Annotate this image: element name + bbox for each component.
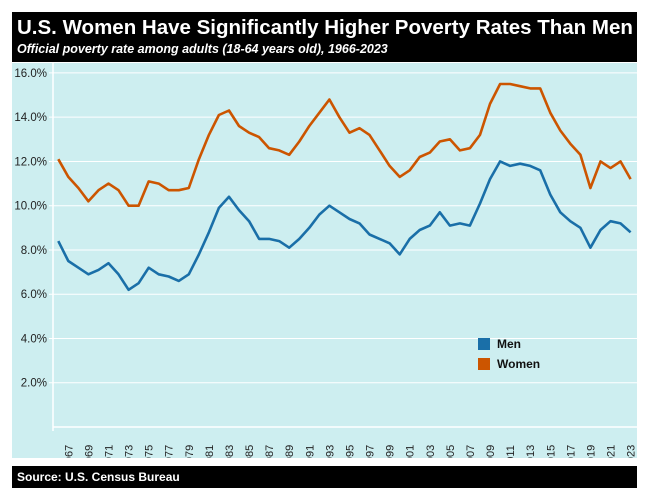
x-tick-label: 2021 xyxy=(606,445,618,458)
legend-label-women: Women xyxy=(497,357,540,371)
x-tick-label: 1989 xyxy=(284,445,296,458)
legend-label-men: Men xyxy=(497,337,521,351)
x-tick-label: 2003 xyxy=(425,445,437,458)
x-tick-label: 1969 xyxy=(83,445,95,458)
x-tick-label: 2001 xyxy=(405,445,417,458)
series-line-men xyxy=(57,160,632,292)
y-tick-label: 16.0% xyxy=(14,68,47,80)
chart-header: U.S. Women Have Significantly Higher Pov… xyxy=(12,12,637,62)
chart-subtitle: Official poverty rate among adults (18-6… xyxy=(17,42,388,56)
legend-swatch-women xyxy=(478,358,490,370)
x-tick-label: 2005 xyxy=(445,445,457,458)
chart-title: U.S. Women Have Significantly Higher Pov… xyxy=(17,16,633,39)
series-line-women xyxy=(57,82,632,207)
x-tick-label: 2015 xyxy=(545,445,557,458)
x-tick-label: 1967 xyxy=(63,445,75,458)
x-tick-label: 1999 xyxy=(385,445,397,458)
x-tick-label: 1997 xyxy=(365,445,377,458)
y-tick-label: 2.0% xyxy=(21,378,47,390)
x-tick-label: 1995 xyxy=(344,445,356,458)
x-tick-label: 2017 xyxy=(565,445,577,458)
x-tick-label: 1977 xyxy=(164,445,176,458)
legend-swatch-men xyxy=(478,338,490,350)
source-note: Source: U.S. Census Bureau xyxy=(12,466,637,488)
x-tick-label: 1983 xyxy=(224,445,236,458)
x-tick-label: 2019 xyxy=(585,445,597,458)
x-tick-label: 2009 xyxy=(485,445,497,458)
y-tick-label: 6.0% xyxy=(21,289,47,301)
x-tick-label: 1973 xyxy=(124,445,136,458)
y-tick-label: 8.0% xyxy=(21,245,47,257)
x-tick-label: 1981 xyxy=(204,445,216,458)
x-tick-label: 1991 xyxy=(304,445,316,458)
x-tick-label: 2023 xyxy=(626,445,637,458)
y-tick-label: 14.0% xyxy=(14,112,47,124)
y-tick-label: 4.0% xyxy=(21,333,47,345)
x-tick-label: 1987 xyxy=(264,445,276,458)
x-tick-label: 1975 xyxy=(144,445,156,458)
plot-panel: 2.0% 4.0% 6.0% 8.0% 10.0% 12.0% 14.0% 16.0% 1967… xyxy=(12,63,637,458)
y-tick-label: 10.0% xyxy=(14,201,47,213)
line-chart: 2.0% 4.0% 6.0% 8.0% 10.0% 12.0% 14.0% 16.0% 1967… xyxy=(14,63,637,458)
x-tick-label: 2007 xyxy=(465,445,477,458)
x-tick-label: 1993 xyxy=(324,445,336,458)
x-tick-label: 1979 xyxy=(184,445,196,458)
x-tick-label: 1971 xyxy=(104,445,116,458)
x-tick-label: 2013 xyxy=(525,445,537,458)
y-tick-label: 12.0% xyxy=(14,156,47,168)
x-tick-label: 2011 xyxy=(505,445,517,458)
x-tick-label: 1985 xyxy=(244,445,256,458)
